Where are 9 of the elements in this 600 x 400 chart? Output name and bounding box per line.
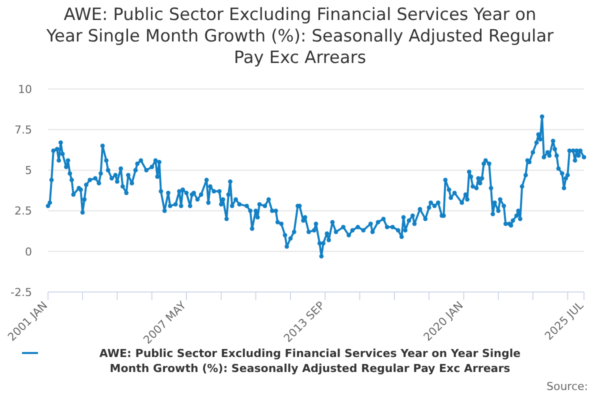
y-tick-label: 0 bbox=[25, 245, 32, 258]
y-tick-label: 10 bbox=[18, 82, 32, 96]
source-note: Source: bbox=[546, 380, 588, 393]
y-tick-label: -2.5 bbox=[10, 286, 32, 299]
y-tick-label: 5 bbox=[25, 164, 32, 178]
chart-title: AWE: Public Sector Excluding Financial Services Year on Year Single Month Growth (%): Seasonally Adjusted Regular Pay Exc Arrears bbox=[45, 5, 554, 68]
text: AWE: Public Sector Excluding Financial Services Year on Year Single Month Growth (%): Seasonally Adjusted Regular Pay Exc Arrears bbox=[99, 347, 521, 375]
y-tick-label: 2.5 bbox=[14, 204, 32, 218]
y-tick-label: 7.5 bbox=[14, 123, 32, 136]
